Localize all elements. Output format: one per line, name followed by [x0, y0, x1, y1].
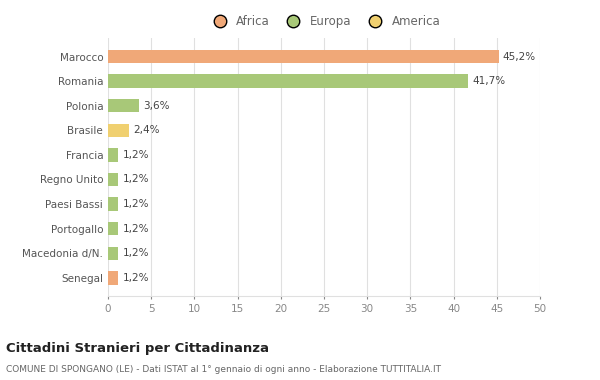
Text: 3,6%: 3,6% [143, 101, 170, 111]
Text: 1,2%: 1,2% [122, 174, 149, 185]
Bar [108, 74, 468, 88]
Text: 41,7%: 41,7% [473, 76, 506, 86]
Bar [108, 173, 118, 186]
Bar [108, 271, 118, 285]
Bar [108, 50, 499, 63]
Bar [108, 148, 118, 162]
Text: 1,2%: 1,2% [122, 248, 149, 258]
Text: COMUNE DI SPONGANO (LE) - Dati ISTAT al 1° gennaio di ogni anno - Elaborazione T: COMUNE DI SPONGANO (LE) - Dati ISTAT al … [6, 365, 441, 374]
Text: 1,2%: 1,2% [122, 199, 149, 209]
Text: 1,2%: 1,2% [122, 224, 149, 234]
Bar [108, 197, 118, 211]
Text: 1,2%: 1,2% [122, 273, 149, 283]
Text: 45,2%: 45,2% [503, 52, 536, 62]
Text: 1,2%: 1,2% [122, 150, 149, 160]
Text: 2,4%: 2,4% [133, 125, 160, 135]
Bar [108, 99, 139, 112]
Bar [108, 247, 118, 260]
Bar [108, 124, 129, 137]
Legend: Africa, Europa, America: Africa, Europa, America [203, 10, 445, 33]
Bar [108, 222, 118, 236]
Text: Cittadini Stranieri per Cittadinanza: Cittadini Stranieri per Cittadinanza [6, 342, 269, 355]
